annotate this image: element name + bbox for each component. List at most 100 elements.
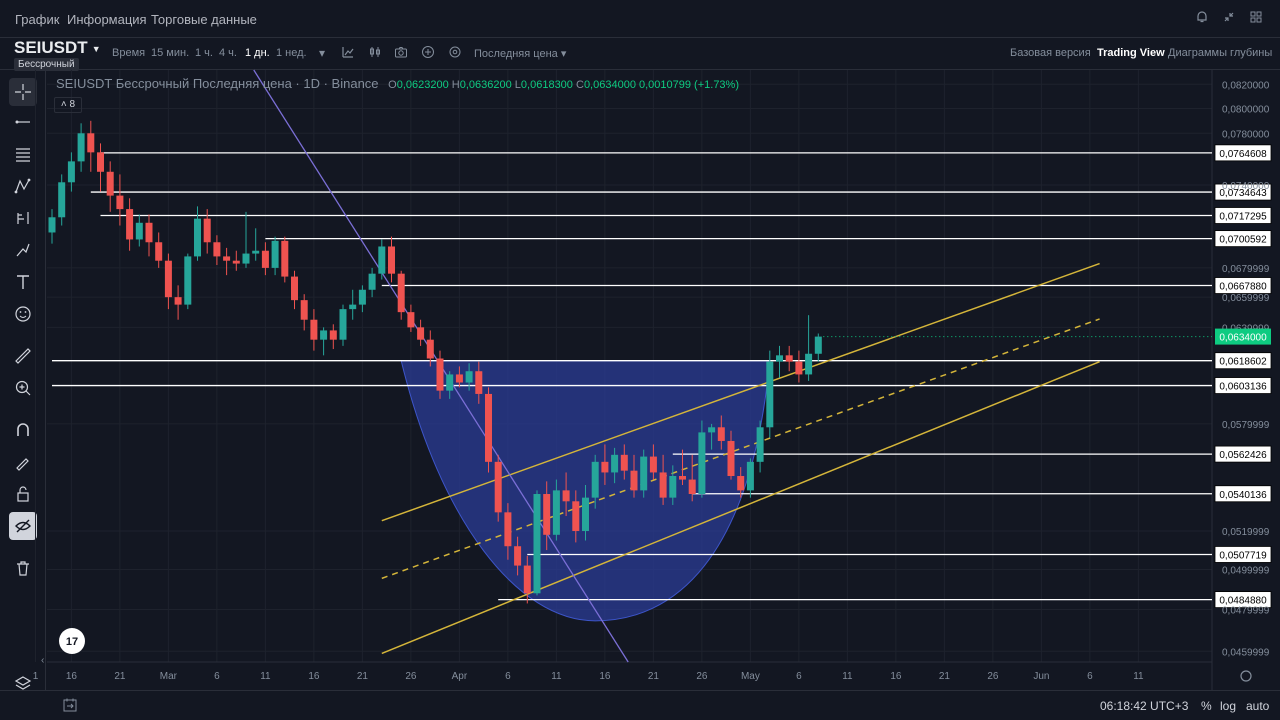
candle-body (252, 250, 260, 254)
x-tick-label: 6 (214, 671, 220, 682)
candle-body (611, 454, 619, 473)
candle-body (659, 472, 667, 498)
y-tick-label: 0,0820000 (1222, 80, 1270, 91)
candle-body (717, 427, 725, 441)
level-price-tag (1214, 445, 1272, 463)
price-source-select[interactable]: Последняя цена ▾ (474, 47, 566, 60)
layers-icon[interactable] (9, 670, 37, 698)
level-price-label: 0,0562426 (1219, 450, 1267, 461)
indicators-toggle[interactable]: ˄ 8 (54, 97, 82, 113)
symbol-selector[interactable]: SEIUSDT ▼ (14, 38, 101, 58)
current-price-label: 0,0634000 (1219, 333, 1267, 344)
crosshair-tool-icon[interactable] (9, 78, 37, 106)
y-tick-label: 0,0459999 (1222, 647, 1270, 658)
candle-body (242, 253, 250, 264)
trend-line-tool-icon[interactable] (9, 108, 37, 136)
pattern-tool-icon[interactable] (9, 172, 37, 200)
level-price-tag (1214, 377, 1272, 394)
tab-trading-data[interactable]: Торговые данные (151, 12, 257, 27)
candle-body (339, 309, 347, 340)
interval-4h[interactable]: 4 ч. (219, 47, 237, 59)
candle-body (58, 182, 66, 218)
legend-high: 0,0636200 (459, 79, 512, 91)
trash-icon[interactable] (9, 554, 37, 582)
candle-body (620, 454, 628, 471)
legend-open-key: O (388, 79, 397, 91)
y-tick-label: 0,0579999 (1222, 420, 1270, 431)
interval-1w[interactable]: 1 нед. (276, 47, 307, 59)
time-label: Время (112, 47, 146, 59)
x-tick-label: 16 (890, 671, 902, 682)
pencil-lock-icon[interactable] (9, 448, 37, 476)
candle-body (630, 470, 638, 491)
candle-body (455, 374, 463, 383)
candle-body (213, 242, 221, 257)
x-tick-label: 11 (1133, 671, 1144, 682)
level-price-tag (1214, 591, 1272, 609)
level-price-tag (1214, 230, 1272, 248)
bottom-bar: 06:18:42 UTC+3 % log auto (0, 690, 1280, 720)
interval-1h[interactable]: 1 ч. (195, 47, 213, 59)
tab-chart[interactable]: График (15, 12, 60, 27)
candle-body (417, 327, 425, 340)
magnet-icon[interactable] (9, 416, 37, 444)
y-tick-label: 0,0659999 (1222, 293, 1270, 304)
x-tick-label: 11 (260, 671, 271, 682)
level-price-label: 0,0507719 (1219, 550, 1267, 561)
axis-settings-icon (1240, 670, 1252, 682)
brush-tool-icon[interactable] (9, 236, 37, 264)
clock-time[interactable]: 06:18:42 UTC+3 (1100, 699, 1189, 713)
y-tick-label: 0,0740000 (1222, 181, 1270, 192)
legend-low: 0,0618300 (520, 79, 573, 91)
candle-body (572, 501, 580, 532)
candles-icon[interactable] (367, 45, 383, 61)
candle-body (291, 276, 298, 301)
text-tool-icon[interactable] (9, 268, 37, 296)
tab-info[interactable]: Информация (67, 12, 147, 27)
x-tick-label: 1 (33, 671, 39, 682)
view-basic[interactable]: Базовая версия (1010, 47, 1091, 59)
settings-icon[interactable] (447, 45, 463, 61)
candle-body (514, 546, 522, 566)
collapse-icon[interactable] (1221, 10, 1237, 26)
lock-icon[interactable] (9, 480, 37, 508)
chart-type-icon[interactable] (340, 45, 356, 61)
ruler-tool-icon[interactable] (9, 342, 37, 370)
view-tradingview[interactable]: Trading View (1097, 47, 1165, 59)
horizontal-lines-tool-icon[interactable] (9, 140, 37, 168)
candle-body (814, 336, 822, 354)
x-tick-label: 16 (66, 671, 78, 682)
y-tick-label: 0,0499999 (1222, 565, 1270, 576)
candle-body (135, 222, 143, 240)
view-depth[interactable]: Диаграммы глубины (1168, 47, 1273, 59)
x-tick-label: 6 (796, 671, 802, 682)
camera-icon[interactable] (393, 45, 409, 61)
chart-legend: SEIUSDT Бессрочный Последняя цена · 1D ·… (56, 76, 739, 91)
fork-tool-icon[interactable] (9, 204, 37, 232)
grid-icon[interactable] (1248, 10, 1264, 26)
log-toggle[interactable]: log (1220, 699, 1237, 713)
add-indicator-icon[interactable] (420, 45, 436, 61)
percent-toggle[interactable]: % (1201, 699, 1212, 713)
interval-1d[interactable]: 1 дн. (245, 47, 270, 59)
candle-body (310, 319, 318, 340)
level-price-tag (1214, 352, 1272, 370)
candle-body (378, 246, 386, 274)
date-range-icon[interactable] (61, 697, 79, 715)
level-price-label: 0,0484880 (1219, 596, 1267, 607)
interval-dropdown-icon[interactable]: ▾ (318, 46, 326, 60)
auto-toggle[interactable]: auto (1246, 699, 1270, 713)
interval-15m[interactable]: 15 мин. (151, 47, 190, 59)
candle-body (552, 490, 560, 535)
hide-drawings-icon[interactable] (9, 512, 37, 540)
zoom-in-icon[interactable] (9, 374, 37, 402)
x-tick-label: 6 (1087, 671, 1093, 682)
chevron-down-icon: ▾ (560, 48, 567, 60)
bell-icon[interactable] (1194, 10, 1210, 26)
level-price-tag (1214, 207, 1272, 224)
candle-body (523, 565, 531, 594)
emoji-tool-icon[interactable] (9, 300, 37, 328)
candle-body (232, 260, 240, 264)
tradingview-logo-mark: 17 (66, 636, 78, 648)
